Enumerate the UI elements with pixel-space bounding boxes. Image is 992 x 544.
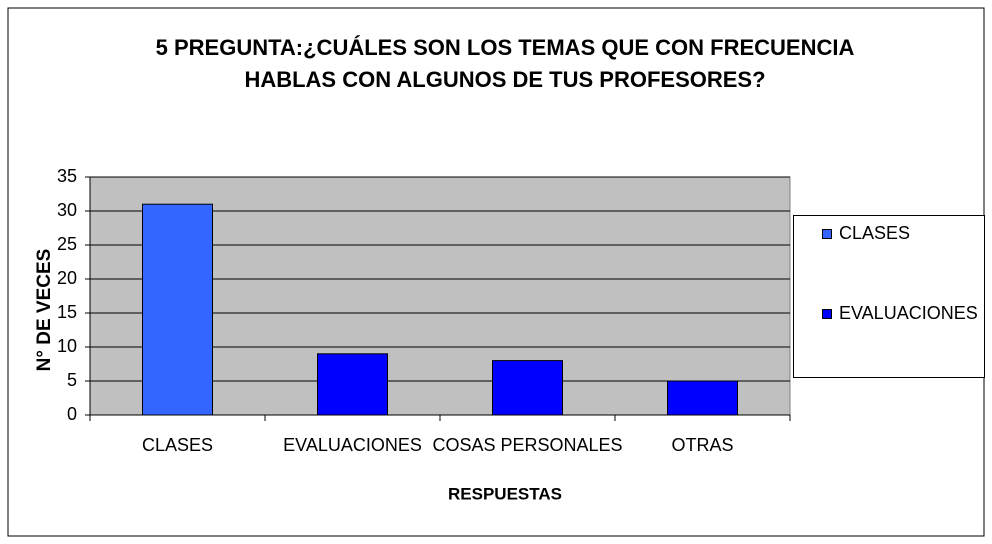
x-axis-label: RESPUESTAS	[448, 484, 562, 503]
x-tick-label: OTRAS	[671, 435, 733, 455]
y-axis-label: N° DE VECES	[34, 249, 55, 372]
y-tick-label: 20	[57, 268, 77, 288]
legend-entry: CLASES	[822, 220, 984, 247]
legend-swatch	[822, 309, 832, 319]
y-tick-label: 25	[57, 234, 77, 254]
legend-entry: EVALUACIONES	[822, 300, 984, 327]
y-tick-label: 10	[57, 336, 77, 356]
x-tick-label: EVALUACIONES	[283, 435, 422, 455]
y-tick-label: 0	[67, 404, 77, 424]
bar	[317, 353, 388, 416]
y-tick-label: 35	[57, 166, 77, 186]
y-tick-label: 5	[67, 370, 77, 390]
bar	[142, 203, 213, 416]
x-tick-label: COSAS PERSONALES	[432, 435, 622, 455]
y-tick-label: 30	[57, 200, 77, 220]
legend-swatch	[822, 229, 832, 239]
bar	[667, 380, 738, 416]
legend-label: EVALUACIONES	[839, 303, 978, 323]
y-tick-label: 15	[57, 302, 77, 322]
legend-label: CLASES	[839, 223, 911, 243]
x-tick-label: CLASES	[142, 435, 213, 455]
bar	[492, 360, 563, 416]
chart-title: 5 PREGUNTA:¿CUÁLES SON LOS TEMAS QUE CON…	[155, 35, 855, 92]
